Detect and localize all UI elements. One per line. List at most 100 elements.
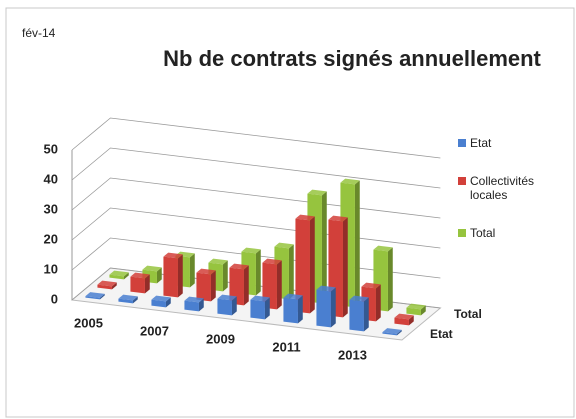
legend-label: Total (470, 226, 496, 240)
bar (130, 272, 150, 294)
bar (394, 313, 414, 326)
bar-top (208, 258, 228, 265)
y-tick-label: 10 (44, 261, 58, 276)
grid-line (71, 147, 441, 189)
bar-front (349, 299, 364, 332)
bar (85, 292, 105, 300)
bar-top (406, 303, 426, 310)
bar-front (295, 218, 310, 314)
bar-front (382, 332, 397, 336)
bar (163, 252, 183, 298)
bar (250, 295, 270, 320)
bar-side (243, 265, 249, 306)
bar-top (142, 265, 162, 272)
bar (184, 296, 204, 312)
bar-side (354, 180, 360, 308)
bar-front (109, 274, 124, 280)
bar-front (394, 317, 409, 326)
bar (151, 295, 171, 308)
bar-side (330, 287, 336, 328)
y-tick-label: 50 (44, 141, 58, 156)
bar-front (130, 276, 145, 294)
chart-subtitle: fév-14 (22, 26, 56, 40)
bar-front (316, 289, 331, 328)
bar-side (264, 297, 270, 320)
bar-top (109, 270, 129, 277)
bar-side (297, 295, 303, 324)
y-tick-label: 30 (44, 201, 58, 216)
bar (217, 294, 237, 316)
bar-side (420, 305, 426, 316)
x-tick-label: 2005 (74, 315, 103, 330)
bar-side (408, 315, 414, 326)
bar-front (196, 272, 211, 302)
depth-label: Total (454, 307, 482, 321)
bar-side (309, 216, 315, 314)
bar (316, 285, 336, 328)
bar-side (231, 296, 237, 316)
chart-border (5, 7, 575, 418)
bar-side (222, 260, 228, 292)
bar-side (156, 267, 162, 284)
bar-side (375, 284, 381, 322)
legend-label: Collectivités locales (470, 174, 535, 202)
bar-side (165, 297, 171, 308)
bar (109, 270, 129, 280)
y-tick-label: 20 (44, 231, 58, 246)
bar-top (130, 272, 150, 279)
bar-top (382, 328, 402, 334)
bar-top (307, 189, 327, 196)
grid-line (71, 207, 441, 249)
bar (382, 328, 402, 336)
bar (118, 294, 138, 304)
bar (196, 268, 216, 302)
legend-swatch (458, 177, 466, 185)
bar-top (328, 215, 348, 222)
bar (283, 293, 303, 324)
bar-top (217, 294, 237, 301)
bar-side (255, 249, 261, 296)
grid-line (71, 177, 441, 219)
bar-front (163, 256, 178, 298)
bar-front (151, 299, 166, 308)
bar-side (123, 272, 129, 280)
bar-top (262, 258, 282, 265)
bar-top (373, 245, 393, 252)
bar-side (198, 298, 204, 312)
legend-swatch (458, 139, 466, 147)
bar-top (163, 252, 183, 259)
bar (97, 280, 117, 290)
bar-front (85, 296, 100, 300)
bar-top (394, 313, 414, 320)
bar-top (349, 295, 369, 302)
bar-front (184, 300, 199, 312)
bar-top (151, 295, 171, 302)
bar-side (288, 244, 294, 300)
bar (229, 263, 249, 306)
bar (295, 214, 315, 314)
bar-side (144, 274, 150, 294)
bar-top (283, 293, 303, 300)
bar-side (363, 297, 369, 332)
depth-label: Etat (430, 327, 453, 341)
bar-side (276, 260, 282, 310)
bar-front (118, 298, 133, 304)
bar-front (250, 299, 265, 320)
bar-side (132, 296, 138, 304)
bar-top (118, 294, 138, 301)
bar (349, 295, 369, 332)
bar-top (274, 242, 294, 249)
bar-top (229, 263, 249, 270)
bar-side (189, 253, 195, 288)
bar-side (342, 217, 348, 318)
x-tick-label: 2013 (338, 347, 367, 362)
bar-top (361, 282, 381, 289)
bar-side (177, 254, 183, 298)
bar-side (99, 293, 105, 300)
grid-line (71, 117, 441, 159)
y-tick-label: 40 (44, 171, 58, 186)
bar-top (184, 296, 204, 303)
bar (406, 303, 426, 316)
y-tick-label: 0 (51, 291, 58, 306)
bar-front (217, 298, 232, 316)
